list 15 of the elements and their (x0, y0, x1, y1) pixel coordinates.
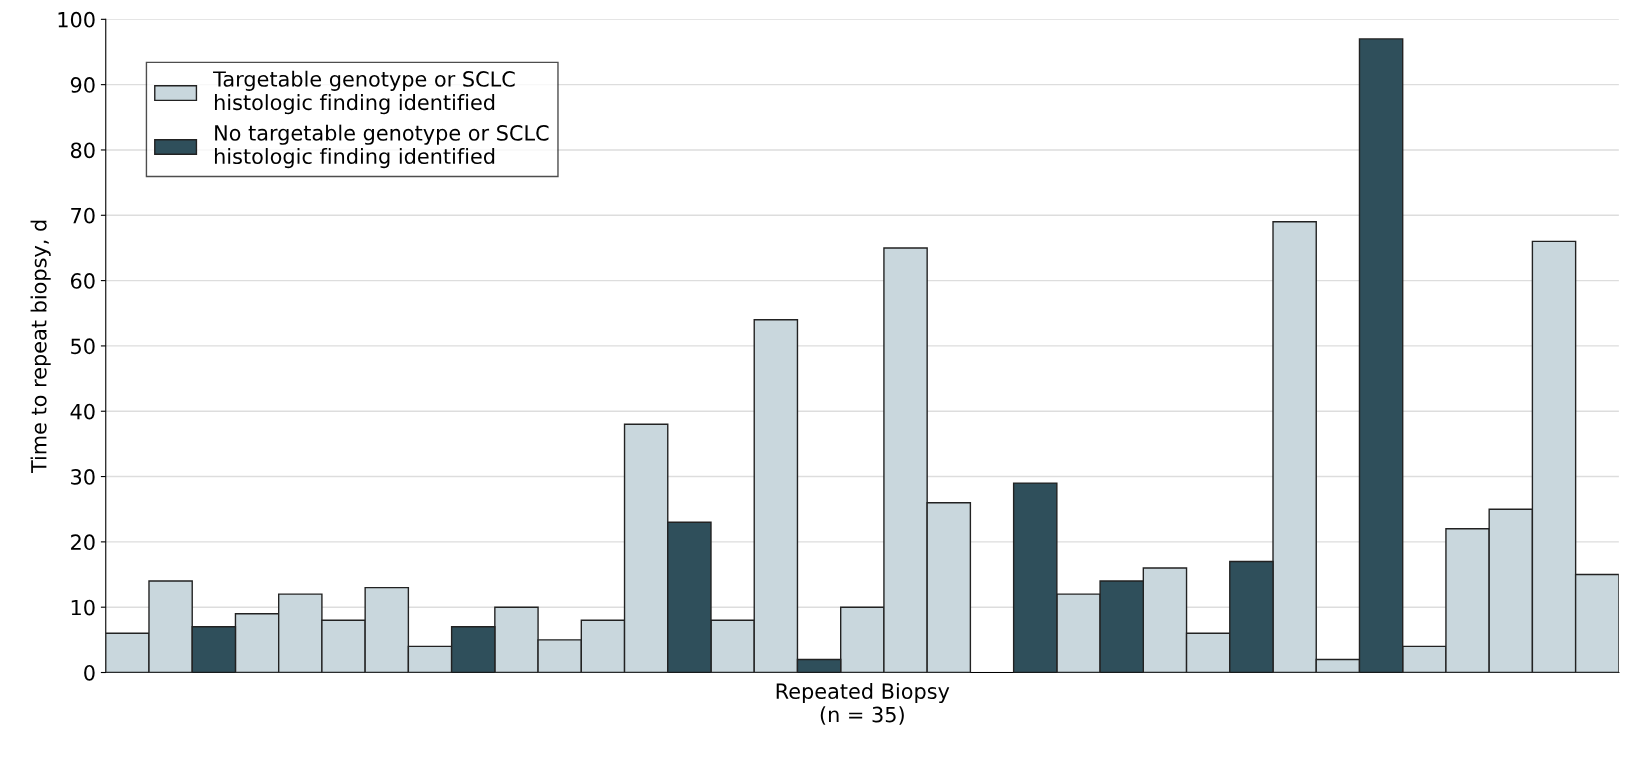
y-tick-label: 30 (71, 469, 95, 485)
legend-label: No targetable genotype or SCLC histologic finding identified (214, 124, 549, 169)
y-tick-label: 10 (71, 599, 95, 616)
y-tick-label: 50 (71, 338, 95, 355)
x-axis-title: Repeated Biopsy (n = 35) (776, 682, 950, 725)
legend-label: Targetable genotype or SCLC histologic finding identified (213, 70, 515, 115)
y-axis-title: Time to repeat biopsy, d (30, 220, 51, 474)
y-tick-label: 40 (70, 403, 95, 420)
y-tick-label: 20 (71, 534, 95, 551)
y-tick-label: 100 (58, 11, 95, 28)
y-tick-label: 70 (71, 207, 95, 224)
y-tick-label: 0 (84, 664, 95, 681)
y-tick-label: 60 (70, 273, 95, 289)
y-tick-label: 90 (70, 77, 95, 93)
y-tick-label: 80 (70, 142, 95, 159)
